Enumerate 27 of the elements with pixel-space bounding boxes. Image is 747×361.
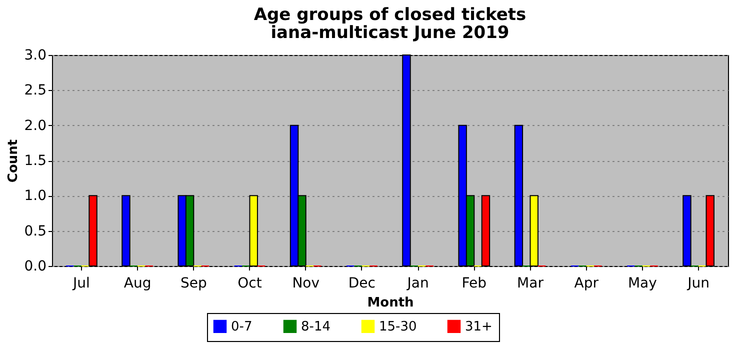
- x-tick-label: Aug: [124, 276, 152, 292]
- y-tick-label: 3.0: [24, 48, 46, 64]
- y-tick-label: 1.0: [24, 188, 46, 204]
- x-tick-label: Apr: [574, 276, 599, 292]
- legend-label: 8-14: [301, 319, 331, 334]
- x-tick-label: Nov: [292, 276, 320, 292]
- y-tick-label: 2.0: [24, 118, 46, 134]
- y-tick-label: 1.5: [24, 153, 46, 169]
- x-tick-label: Dec: [348, 276, 376, 292]
- y-axis-title: Count: [6, 139, 22, 183]
- x-tick-label: Jun: [686, 276, 710, 292]
- chart-title: Age groups of closed tickets: [254, 5, 526, 25]
- chart-subtitle: iana-multicast June 2019: [270, 23, 510, 43]
- x-tick-label: May: [628, 276, 657, 292]
- legend-label: 15-30: [379, 319, 417, 334]
- y-tick-label: 2.5: [24, 82, 46, 99]
- x-tick-label: Mar: [517, 276, 544, 292]
- y-tick-label: 0.0: [24, 258, 46, 274]
- x-tick-label: Jul: [72, 276, 90, 292]
- x-tick-label: Sep: [180, 276, 207, 292]
- x-tick-label: Oct: [238, 276, 262, 292]
- legend-label: 0-7: [231, 319, 252, 334]
- x-tick-label: Feb: [462, 276, 487, 292]
- x-axis-title: Month: [367, 296, 414, 310]
- y-tick-label: 0.5: [24, 223, 46, 240]
- x-tick-label: Jan: [406, 276, 429, 292]
- legend-label: 31+: [465, 319, 492, 334]
